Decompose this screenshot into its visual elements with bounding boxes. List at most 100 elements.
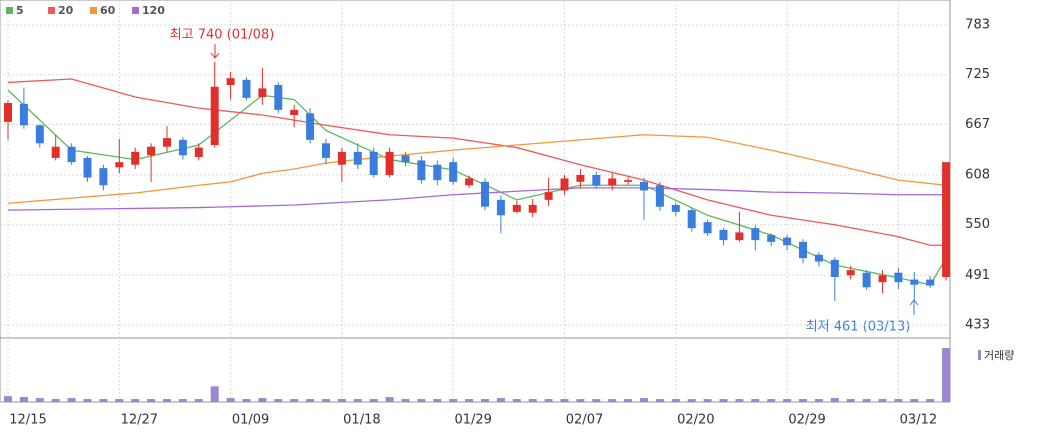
candle-body xyxy=(830,259,839,277)
candle-body xyxy=(401,155,410,163)
volume-bar xyxy=(210,386,219,402)
candle-body xyxy=(465,178,474,186)
candle-body xyxy=(306,113,315,140)
volume-bar xyxy=(799,399,807,402)
candle-body xyxy=(878,275,887,283)
volume-bar xyxy=(306,399,315,402)
x-tick-label: 02/20 xyxy=(677,413,714,428)
x-tick-label: 12/15 xyxy=(9,413,46,428)
volume-bar xyxy=(465,399,474,402)
volume-bar xyxy=(163,399,171,402)
volume-bar xyxy=(178,399,187,402)
candle-body xyxy=(147,146,156,156)
volume-bar xyxy=(99,399,108,402)
volume-bar xyxy=(369,399,378,402)
volume-bar xyxy=(942,348,951,402)
candle-body xyxy=(99,168,108,186)
volume-bar xyxy=(512,399,521,402)
candle-body xyxy=(449,162,458,182)
candle-body xyxy=(274,85,283,110)
y-tick-label: 433 xyxy=(965,318,990,333)
x-tick-label: 03/12 xyxy=(900,413,937,428)
candle-body xyxy=(862,272,871,288)
candle-body xyxy=(226,78,235,85)
candle-body xyxy=(131,151,140,165)
y-tick-label: 783 xyxy=(965,18,990,33)
legend-swatch xyxy=(48,7,55,14)
candle-body xyxy=(671,205,680,212)
candle-body xyxy=(115,162,124,168)
candle-body xyxy=(481,181,489,207)
candle-body xyxy=(194,147,203,157)
plot-frame xyxy=(0,0,951,403)
candle-body xyxy=(942,162,951,277)
candle-body xyxy=(290,109,299,115)
volume-bar xyxy=(894,399,903,402)
candle-body xyxy=(655,185,664,207)
candle-body xyxy=(703,222,712,234)
volume-bar xyxy=(274,399,283,402)
volume-bar xyxy=(131,399,140,402)
volume-bar xyxy=(910,399,919,402)
volume-bar xyxy=(846,399,855,402)
legend-label: 120 xyxy=(142,4,165,17)
candle-body xyxy=(512,205,521,212)
candle-body xyxy=(322,143,330,158)
low-arrow xyxy=(909,299,919,315)
candle-body xyxy=(719,229,728,241)
candle-body xyxy=(624,180,633,182)
legend-label: 5 xyxy=(16,4,24,17)
volume-bar xyxy=(147,399,156,402)
volume-bar xyxy=(862,399,871,402)
volume-bar xyxy=(783,399,792,402)
candle-body xyxy=(417,160,426,181)
candle-body xyxy=(894,272,903,283)
legend-swatch xyxy=(132,7,139,14)
candle-body xyxy=(751,228,760,241)
candle-body xyxy=(178,139,187,156)
volume-bar xyxy=(226,398,235,402)
volume-bar xyxy=(703,399,712,402)
candle-body xyxy=(592,175,601,186)
candle-body xyxy=(544,192,553,200)
y-tick-label: 550 xyxy=(965,217,990,232)
volume-bar xyxy=(449,399,458,402)
volume-bar xyxy=(337,399,346,402)
candle-body xyxy=(4,103,12,122)
volume-bar xyxy=(544,399,553,402)
volume-bar xyxy=(35,398,44,402)
volume-bar xyxy=(67,398,76,402)
volume-bar xyxy=(719,399,728,402)
high-arrow xyxy=(210,44,220,59)
volume-bar xyxy=(655,399,664,402)
volume-bar xyxy=(194,399,203,402)
volume-bar xyxy=(767,399,776,402)
volume-bar xyxy=(417,399,426,402)
volume-bar xyxy=(814,399,823,402)
y-tick-label: 667 xyxy=(965,117,990,132)
volume-bar xyxy=(385,397,394,402)
x-tick-label: 02/07 xyxy=(566,413,603,428)
volume-bar xyxy=(496,398,505,402)
x-tick-label: 01/29 xyxy=(454,413,491,428)
ma-line xyxy=(7,187,947,211)
candle-body xyxy=(783,237,792,246)
volume-bar xyxy=(353,399,362,402)
annotations: 최고 740 (01/08) 최저 461 (03/13) xyxy=(170,28,919,335)
volume-bar xyxy=(83,399,92,402)
volume-bar xyxy=(401,399,410,402)
volume-legend-swatch xyxy=(978,350,981,360)
candle-body xyxy=(528,205,537,213)
volume-bar xyxy=(671,399,680,402)
candle-body xyxy=(51,146,60,158)
volume-bar xyxy=(528,399,537,402)
y-tick-label: 725 xyxy=(965,67,990,82)
volume-bar xyxy=(322,399,330,402)
volume-bar xyxy=(624,399,633,402)
candle-body xyxy=(560,178,569,191)
legend-label: 20 xyxy=(58,4,74,17)
volume-bar xyxy=(751,399,760,402)
volume-bar xyxy=(592,399,601,402)
volume-bar xyxy=(878,399,887,402)
candle-body xyxy=(640,181,648,191)
